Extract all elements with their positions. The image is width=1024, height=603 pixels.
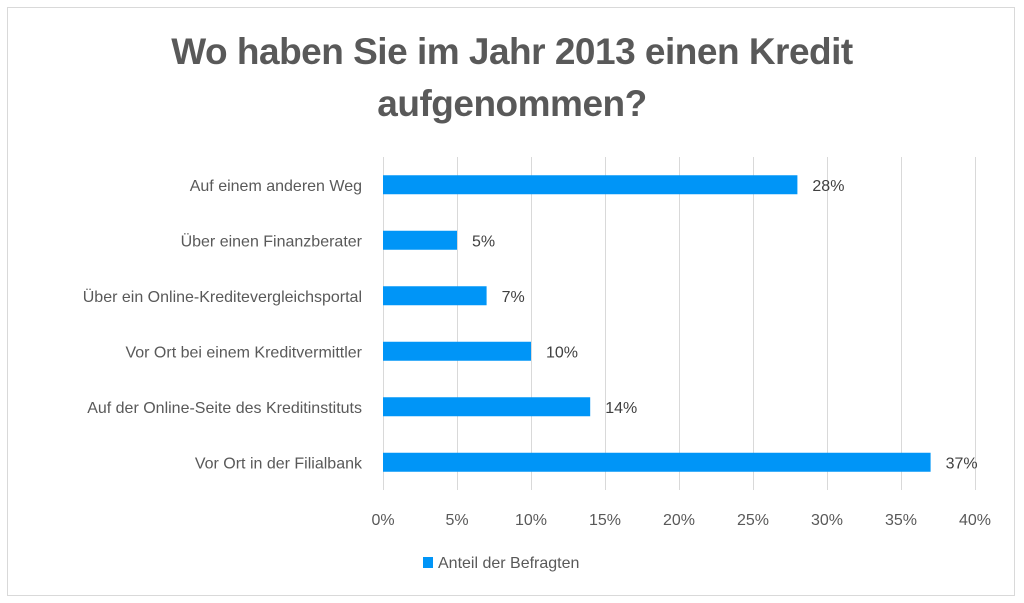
bar	[383, 175, 798, 195]
legend-label: Anteil der Befragten	[438, 555, 579, 572]
x-tick-label: 40%	[959, 512, 991, 529]
x-axis-tick-labels: 0% 5% 10% 15% 20% 25% 30% 35% 40%	[371, 512, 991, 529]
category-label: Über ein Online-Kreditevergleichsportal	[83, 288, 362, 306]
bar	[383, 286, 487, 306]
data-label: 5%	[472, 233, 495, 250]
bar	[383, 341, 531, 361]
x-tick-label: 15%	[589, 512, 621, 529]
chart-title-line-2: aufgenommen?	[377, 83, 647, 124]
category-label: Auf der Online-Seite des Kreditinstituts	[87, 400, 362, 417]
x-tick-label: 30%	[811, 512, 843, 529]
x-tick-label: 10%	[515, 512, 547, 529]
x-tick-label: 35%	[885, 512, 917, 529]
data-label: 10%	[546, 344, 578, 361]
bar	[383, 397, 591, 417]
data-label: 28%	[812, 178, 844, 195]
category-label: Über einen Finanzberater	[181, 232, 363, 250]
data-label: 7%	[502, 289, 525, 306]
gridlines	[383, 157, 976, 490]
bar	[383, 452, 931, 472]
x-tick-label: 0%	[371, 512, 394, 529]
category-label: Auf einem anderen Weg	[190, 178, 362, 195]
category-labels: Auf einem anderen Weg Über einen Finanzbe…	[83, 178, 363, 473]
chart-title: Wo haben Sie im Jahr 2013 einen Kredit a…	[0, 26, 1024, 130]
x-tick-label: 25%	[737, 512, 769, 529]
bars	[383, 175, 931, 472]
data-label: 37%	[946, 455, 978, 472]
legend: Anteil der Befragten	[423, 555, 579, 572]
category-label: Vor Ort bei einem Kreditvermittler	[125, 344, 362, 361]
chart-title-line-1: Wo haben Sie im Jahr 2013 einen Kredit	[171, 31, 853, 72]
legend-swatch	[423, 557, 433, 568]
chart-frame	[7, 7, 1015, 596]
bar	[383, 230, 457, 250]
data-labels: 28% 5% 7% 10% 14% 37%	[472, 178, 978, 473]
data-label: 14%	[605, 400, 637, 417]
category-label: Vor Ort in der Filialbank	[195, 455, 363, 472]
x-tick-label: 20%	[663, 512, 695, 529]
x-tick-label: 5%	[445, 512, 468, 529]
